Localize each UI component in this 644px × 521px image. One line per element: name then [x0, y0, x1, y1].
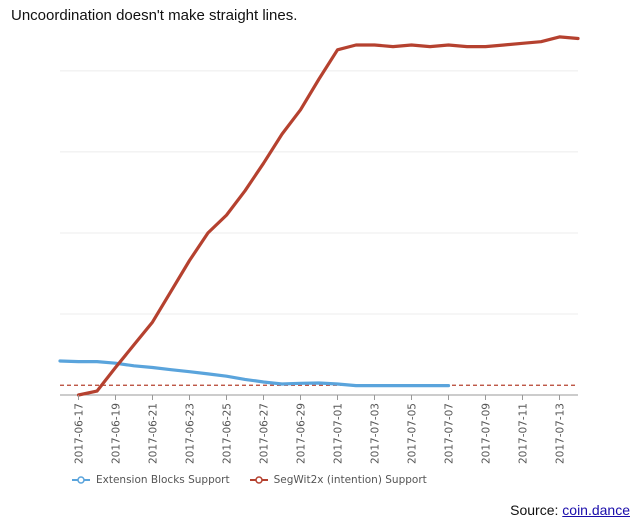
x-tick-label: 2017-06-27 — [259, 403, 271, 464]
legend: Extension Blocks Support SegWit2x (inten… — [72, 474, 447, 486]
legend-label-segwit2x: SegWit2x (intention) Support — [273, 474, 427, 486]
segwit2x-line — [76, 35, 580, 397]
x-tick-label: 2017-06-17 — [74, 403, 86, 464]
line-chart: 2017-06-17 2017-06-19 2017-06-21 2017-06-23… — [58, 35, 580, 464]
x-tick-label: 2017-07-07 — [444, 403, 456, 464]
x-tick-label: 2017-06-25 — [222, 403, 234, 464]
x-tick-labels: 2017-06-17 2017-06-19 2017-06-21 2017-06-23… — [74, 395, 567, 464]
x-tick-label: 2017-06-21 — [148, 403, 160, 464]
x-tick-label: 2017-06-19 — [111, 403, 123, 464]
legend-item-extension-blocks[interactable]: Extension Blocks Support — [72, 474, 230, 486]
chart-heading: Uncoordination doesn't make straight lin… — [11, 7, 298, 24]
source-credit: Source: coin.dance — [510, 502, 630, 518]
x-tick-label: 2017-07-01 — [333, 403, 345, 464]
extension-blocks-line — [58, 359, 451, 388]
x-tick-label: 2017-07-03 — [370, 403, 382, 464]
x-tick-label: 2017-06-29 — [296, 403, 308, 464]
series-lines — [58, 35, 580, 397]
source-label: Source: — [510, 502, 563, 518]
legend-item-segwit2x[interactable]: SegWit2x (intention) Support — [249, 474, 427, 486]
x-tick-label: 2017-07-11 — [518, 403, 530, 464]
x-tick-label: 2017-07-09 — [481, 403, 493, 464]
source-link[interactable]: coin.dance — [562, 502, 630, 518]
legend-swatch-extension-blocks — [72, 476, 90, 484]
x-tick-label: 2017-07-13 — [555, 403, 567, 464]
legend-label-extension-blocks: Extension Blocks Support — [96, 474, 230, 486]
grid-lines — [60, 70, 578, 315]
x-tick-label: 2017-07-05 — [407, 403, 419, 464]
x-tick-label: 2017-06-23 — [185, 403, 197, 464]
legend-swatch-segwit2x — [249, 476, 268, 484]
